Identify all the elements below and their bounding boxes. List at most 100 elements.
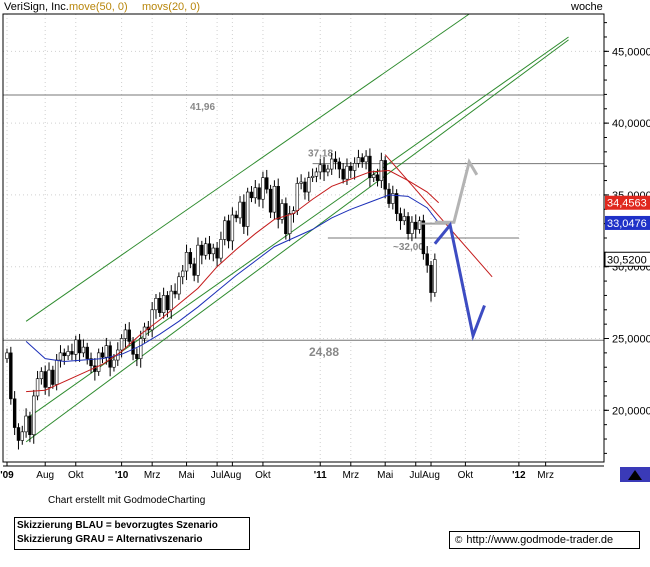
candle-body [192,263,196,276]
candle-body [226,220,231,242]
candle-body [383,160,387,190]
candle-body [211,247,215,255]
candle-body [257,187,261,200]
trend-channel [25,13,569,443]
candle-body [318,164,322,173]
candle-body [345,165,349,180]
candle-body [169,290,173,311]
x-tick-label: Mrz [144,470,161,481]
candle-body [307,177,311,193]
candle-body [352,163,357,171]
candle-body [402,216,406,222]
candle-body [234,214,238,219]
channel-line [25,13,470,322]
candle-body [249,191,254,199]
candle-body [181,270,185,278]
candle-body [329,158,334,170]
candle-body [406,216,410,234]
candle-body [74,339,78,355]
x-tick-label: Okt [68,470,84,481]
website-link[interactable]: © http://www.godmode-trader.de [449,531,640,549]
x-axis-labels: '09 Aug Okt '10 Mrz Mai Jul Aug Okt '11 Mrz Mai Jul A… [0,470,554,481]
scenario-sketches [419,158,486,341]
candle-body [372,174,376,178]
candle-body [280,203,284,220]
candle-body [135,354,139,359]
candle-body [284,203,288,234]
price-badge [605,195,650,210]
scenario-blue-path [433,221,486,341]
copyright-icon: © [455,534,463,546]
candle-body [177,276,181,295]
level-label: ~32,00 [393,242,424,253]
candle-body [219,239,223,259]
candle-body [310,175,315,178]
ma1-label: move(50, 0) [69,1,128,13]
horizontal-levels: 41,96 37,18 ~32,00 24,88 [3,94,604,359]
candle-body [9,352,13,400]
candle-body [131,341,135,355]
candle-body [410,221,414,234]
price-badge-label: 33,0476 [607,218,647,230]
price-badges: 34,4563 33,0476 30,5200 [604,195,650,267]
candle-body [349,165,353,171]
candle-body [356,157,361,164]
candle-body [364,155,368,163]
candle-body [245,191,250,227]
candle-body [196,244,200,276]
candle-body [200,244,204,256]
candle-body [394,193,399,214]
candle-body [276,186,280,220]
x-tick-label: '10 [115,470,129,481]
candle-body [230,214,235,242]
candle-body [223,220,227,240]
sma-red-line [26,170,440,393]
candle-body [272,186,277,213]
candle-body [295,183,300,212]
candle-body [85,346,89,359]
candle-body [158,298,162,313]
x-tick-label: Mrz [342,470,359,481]
candle-body [12,398,17,428]
candle-body [28,415,32,436]
candle-body [165,295,170,311]
timeframe-label: woche [570,1,603,13]
x-tick-label: '12 [512,470,526,481]
candle-body [265,177,269,190]
level-label: 41,96 [190,102,215,113]
candle-body [314,171,319,177]
x-tick-label: Mrz [537,470,554,481]
candle-body [203,243,208,256]
candle-body [368,155,372,178]
candle-body [66,351,70,357]
candle-body [35,378,40,397]
y-tick-label: 40,0000 [612,118,650,130]
candle-body [287,213,292,234]
candle-body [414,221,418,230]
candle-body [433,259,437,293]
x-tick-label: Okt [255,470,271,481]
red-downtrend-line [384,154,493,278]
candle-body [326,168,330,173]
x-tick-label: '11 [314,470,327,481]
y-tick-label: 45,0000 [612,46,650,58]
price-badge [604,251,650,267]
candle-body [184,252,189,272]
legend-grey: Skizzierung GRAU = Alternativszenario [17,534,203,545]
instrument-name: VeriSign, Inc. [4,1,69,13]
candle-body [173,290,177,295]
candle-body [425,253,429,266]
x-tick-label: '09 [0,470,14,481]
candle-body [253,187,257,199]
candle-body [139,338,143,359]
legend-blue: Skizzierung BLAU = bevorzugtes Szenario [17,520,218,531]
candle-body [333,158,338,163]
ma2-label: movs(20, 0) [142,1,200,13]
candle-body [398,213,403,222]
candle-body [150,309,154,331]
x-tick-label: Okt [458,470,474,481]
price-badge-label: 34,4563 [607,198,647,210]
price-badge [605,215,650,230]
website-url[interactable]: http://www.godmode-trader.de [466,534,614,546]
